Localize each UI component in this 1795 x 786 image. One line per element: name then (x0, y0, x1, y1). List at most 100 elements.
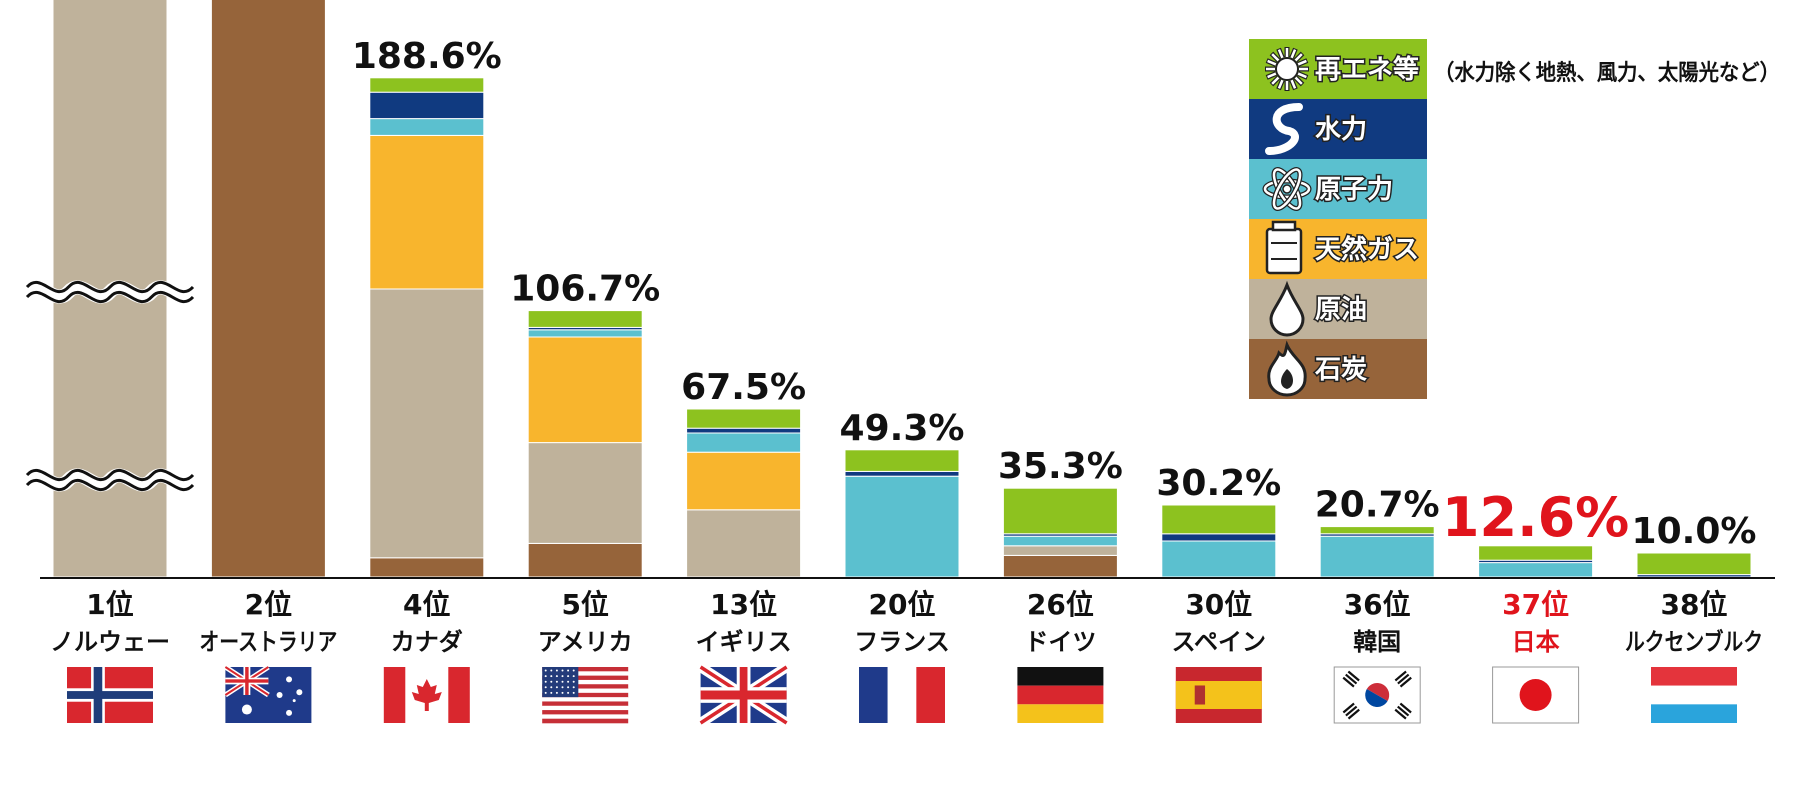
legend-item-flame: 石炭 (1249, 339, 1427, 399)
country-name-1: オーストラリア (199, 628, 337, 656)
germany-flag (1017, 667, 1104, 723)
legend-label-oil-drop: 原油 (1315, 295, 1367, 325)
bar-segment-4-sun (686, 408, 802, 429)
legend-item-atom: 原子力 (1249, 159, 1427, 219)
bar-segment-3-atom (527, 329, 643, 338)
legend-label-water-swirl: 水力 (1315, 115, 1367, 145)
legend-item-oil-drop: 原油 (1249, 279, 1427, 339)
legend-item-sun: 再エネ等 (1249, 39, 1427, 99)
bar-segment-3-flame (527, 542, 643, 578)
flags-layer (67, 662, 1737, 728)
value-label-6: 35.3% (998, 446, 1123, 487)
country-name-8: 韓国 (1353, 628, 1401, 656)
bar-segment-3-gas-tank (527, 336, 643, 444)
rank-label-1: 2位 (245, 588, 292, 621)
bar-segment-2-atom (369, 118, 485, 136)
bar-segment-6-sun (1002, 487, 1118, 535)
country-name-3: アメリカ (538, 628, 633, 656)
axis-break-mark-1 (21, 468, 199, 492)
country-name-6: ドイツ (1024, 628, 1096, 656)
bar-segment-7-water-swirl (1161, 533, 1277, 542)
bar-segment-6-atom (1002, 535, 1118, 547)
labels-layer: 855.1%1位ノルウェー341.5%2位オーストラリア188.6%4位カナダ1… (50, 36, 1763, 656)
bar-segment-6-oil-drop (1002, 545, 1118, 556)
bar-segment-7-sun (1161, 504, 1277, 535)
uk-flag (697, 662, 790, 728)
bar-segment-10-sun (1636, 552, 1752, 576)
value-label-10: 10.0% (1632, 511, 1757, 552)
bar-segment-4-water-swirl (686, 427, 802, 434)
value-label-7: 30.2% (1156, 463, 1281, 504)
usa-flag (542, 667, 629, 724)
bar-segment-2-oil-drop (369, 288, 485, 559)
flame-icon (1267, 340, 1307, 397)
atom-icon (1262, 167, 1312, 211)
rank-label-8: 36位 (1344, 588, 1411, 621)
bar-segment-5-atom (844, 475, 960, 578)
legend-item-water-swirl: 水力 (1249, 99, 1427, 159)
rank-label-10: 38位 (1661, 588, 1728, 621)
legend-label-atom: 原子力 (1315, 175, 1393, 205)
oil-drop-icon (1269, 280, 1305, 337)
rank-label-2: 4位 (403, 588, 450, 621)
bar-segment-8-atom (1319, 535, 1435, 578)
water-swirl-icon (1265, 103, 1303, 155)
bar-segment-2-water-swirl (369, 91, 485, 120)
bar-segment-2-flame (369, 557, 485, 578)
korea-flag (1333, 666, 1421, 724)
canada-flag (383, 667, 470, 723)
australia-flag (224, 664, 312, 723)
value-label-2: 188.6% (352, 36, 502, 77)
spain-flag (1175, 667, 1262, 723)
bar-segment-5-sun (844, 449, 960, 472)
gas-tank-icon (1265, 220, 1303, 275)
bar-segment-6-flame (1002, 554, 1118, 578)
bar-segment-1-flame (210, 0, 326, 578)
bar-segment-3-oil-drop (527, 442, 643, 544)
legend-note: （水力除く地熱、風力、太陽光など） (1434, 60, 1780, 86)
value-label-5: 49.3% (840, 408, 965, 449)
bar-segment-9-atom (1478, 562, 1594, 578)
value-label-9: 12.6% (1442, 486, 1629, 549)
axis-break-marks (21, 280, 199, 492)
bar-segment-7-atom (1161, 540, 1277, 578)
country-name-0: ノルウェー (50, 628, 170, 656)
bar-segment-9-sun (1478, 545, 1594, 561)
bar-segment-4-oil-drop (686, 509, 802, 578)
bar-segment-3-sun (527, 310, 643, 328)
rank-label-7: 30位 (1185, 588, 1252, 621)
rank-label-9: 37位 (1502, 588, 1569, 621)
bar-segment-4-gas-tank (686, 451, 802, 511)
bar-segment-4-atom (686, 432, 802, 453)
bar-segment-2-gas-tank (369, 134, 485, 290)
value-label-4: 67.5% (681, 367, 806, 408)
sun-icon (1265, 47, 1309, 91)
country-name-9: 日本 (1512, 628, 1560, 656)
rank-label-6: 26位 (1027, 588, 1094, 621)
value-label-8: 20.7% (1315, 485, 1440, 526)
luxembourg-flag (1651, 667, 1737, 723)
rank-label-4: 13位 (710, 588, 777, 621)
rank-label-3: 5位 (561, 588, 608, 621)
legend-label-sun: 再エネ等 (1315, 54, 1419, 85)
legend-label-gas-tank: 天然ガス (1315, 234, 1419, 265)
country-name-5: フランス (854, 628, 950, 656)
country-name-7: スペイン (1172, 628, 1266, 656)
rank-label-0: 1位 (86, 588, 133, 621)
legend-label-flame: 石炭 (1314, 355, 1367, 385)
bar-segment-2-sun (369, 77, 485, 93)
france-flag (859, 667, 945, 723)
norway-flag (67, 667, 153, 723)
rank-label-5: 20位 (869, 588, 936, 621)
bar-segment-8-sun (1319, 526, 1435, 535)
value-label-3: 106.7% (510, 269, 660, 310)
country-name-10: ルクセンブルク (1625, 628, 1763, 656)
country-name-4: イギリス (696, 628, 792, 656)
legend-item-gas-tank: 天然ガス (1249, 219, 1427, 279)
country-name-2: カナダ (391, 628, 463, 656)
axis-break-mark-0 (21, 280, 199, 304)
bar-segment-5-water-swirl (844, 470, 960, 477)
japan-flag (1492, 666, 1580, 724)
